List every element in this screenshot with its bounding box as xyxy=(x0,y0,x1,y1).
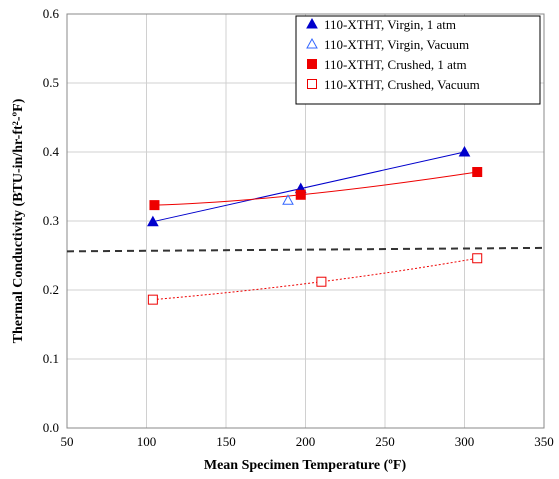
x-axis-title: Mean Specimen Temperature (ºF) xyxy=(204,458,407,473)
x-tick-label: 250 xyxy=(375,434,395,449)
legend-marker-series-1 xyxy=(306,17,318,29)
data-point-series-4 xyxy=(472,253,483,264)
tick-labels: 50 100 150 200 250 300 350 0.0 0.1 0.2 0.3 0.4 0.5 0.… xyxy=(43,6,554,449)
y-tick-label: 0.0 xyxy=(43,420,59,435)
data-point-series-3 xyxy=(472,167,483,178)
legend-label-series-3: 110-XTHT, Crushed, 1 atm xyxy=(324,57,467,72)
x-tick-label: 150 xyxy=(216,434,236,449)
x-tick-label: 50 xyxy=(61,434,74,449)
x-tick-label: 200 xyxy=(296,434,316,449)
legend-marker-series-2 xyxy=(306,37,318,49)
data-points xyxy=(147,145,483,305)
trendline-series-4 xyxy=(152,257,478,301)
trendline-series-1 xyxy=(152,151,465,223)
legend-marker-series-4 xyxy=(307,79,317,89)
legend-label-series-2: 110-XTHT, Virgin, Vacuum xyxy=(324,37,469,52)
x-tick-label: 350 xyxy=(534,434,554,449)
legend-marker-series-3 xyxy=(307,59,317,69)
plot-frame xyxy=(66,13,545,429)
trendlines xyxy=(152,151,478,301)
y-tick-label: 0.1 xyxy=(43,351,59,366)
legend-label-series-4: 110-XTHT, Crushed, Vacuum xyxy=(324,77,480,92)
y-tick-label: 0.3 xyxy=(43,213,59,228)
y-tick-label: 0.4 xyxy=(43,144,60,159)
data-point-series-1 xyxy=(147,215,159,227)
data-point-series-2 xyxy=(282,194,294,205)
y-axis-title: Thermal Conductivity (BTU-in/hr-ft²-ºF) xyxy=(11,98,26,343)
legend: 110-XTHT, Virgin, 1 atm 110-XTHT, Virgin,… xyxy=(295,15,541,105)
y-tick-label: 0.5 xyxy=(43,75,59,90)
data-point-series-4 xyxy=(147,294,158,305)
data-point-series-3 xyxy=(149,200,160,211)
data-point-series-1 xyxy=(458,145,471,157)
y-tick-label: 0.6 xyxy=(43,6,60,21)
y-tick-label: 0.2 xyxy=(43,282,59,297)
x-tick-label: 300 xyxy=(455,434,475,449)
data-point-series-3 xyxy=(295,189,306,200)
legend-label-series-1: 110-XTHT, Virgin, 1 atm xyxy=(324,17,456,32)
reference-line xyxy=(66,246,545,253)
reference-line-layer xyxy=(66,246,545,253)
data-point-series-4 xyxy=(316,276,327,287)
trendline-series-3 xyxy=(154,171,478,206)
x-tick-label: 100 xyxy=(137,434,157,449)
legend-box xyxy=(295,15,541,105)
